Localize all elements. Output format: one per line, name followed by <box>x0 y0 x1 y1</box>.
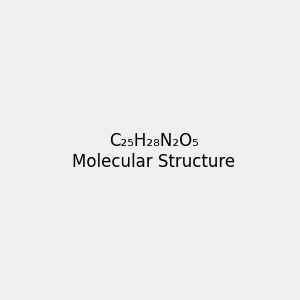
Text: C₂₅H₂₈N₂O₅
Molecular Structure: C₂₅H₂₈N₂O₅ Molecular Structure <box>72 132 235 171</box>
